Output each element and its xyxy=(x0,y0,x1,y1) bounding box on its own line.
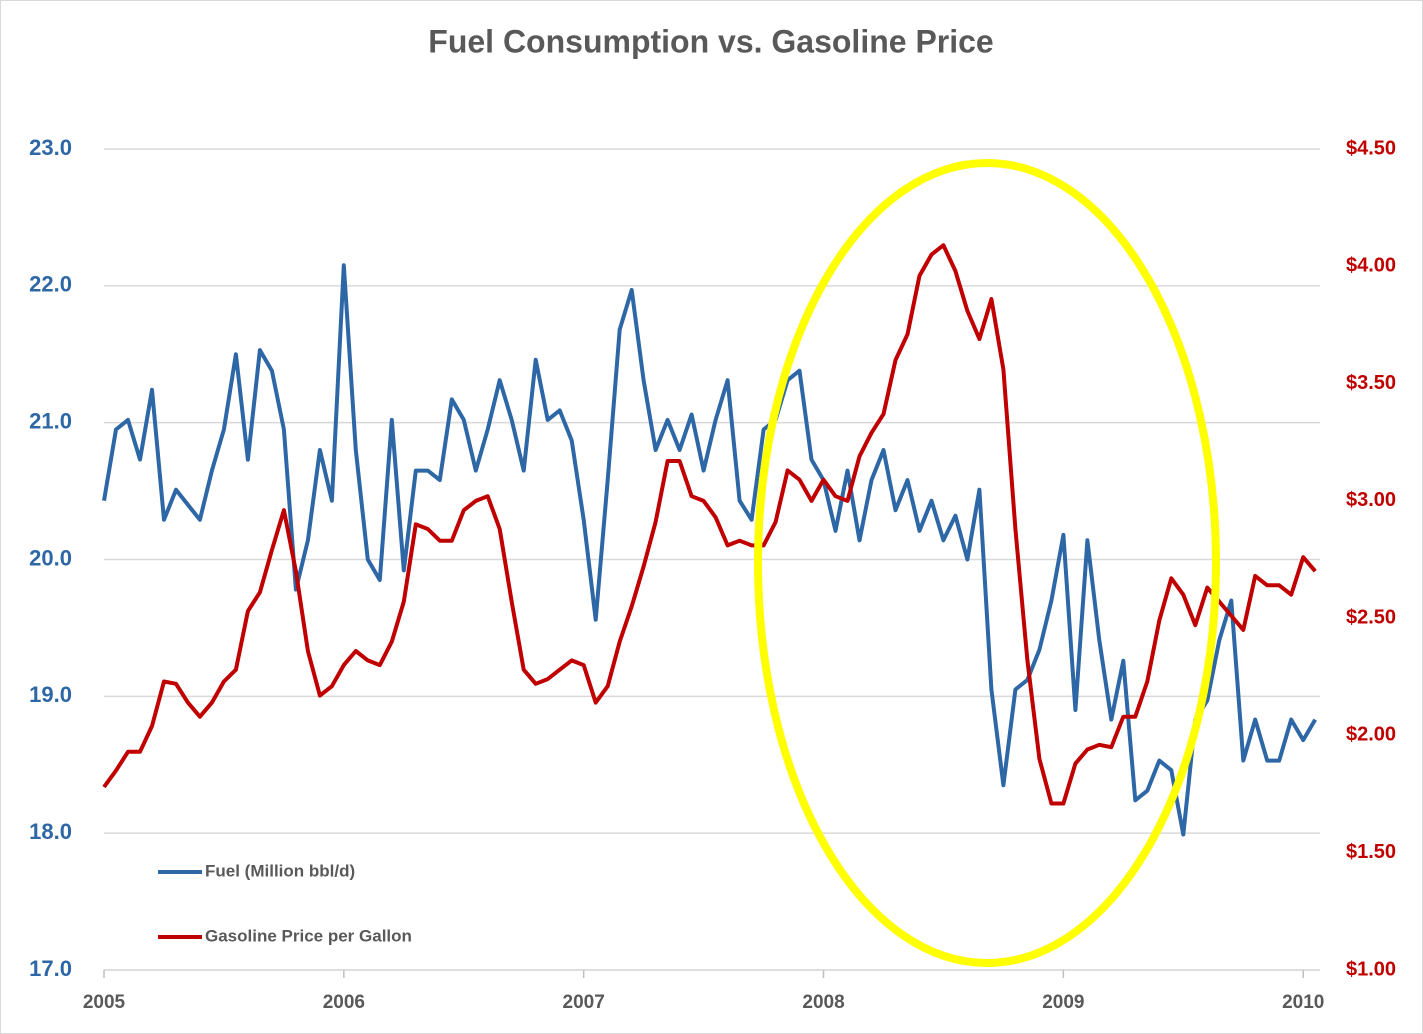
x-tick-label: 2005 xyxy=(83,992,126,1013)
plot xyxy=(102,243,1317,837)
x-tick-label: 2006 xyxy=(323,992,365,1013)
grid xyxy=(103,148,1320,978)
x-tick-label: 2009 xyxy=(1042,992,1084,1013)
y-tick-label: 19.0 xyxy=(29,682,72,707)
y-tick-label: 18.0 xyxy=(29,819,72,844)
legend-label: Fuel (Million bbl/d) xyxy=(205,861,355,880)
y2-tick-label: $1.50 xyxy=(1346,841,1396,863)
y-tick-label: 17.0 xyxy=(29,956,72,981)
legend-label: Gasoline Price per Gallon xyxy=(205,926,412,945)
x-tick-label: 2010 xyxy=(1282,992,1324,1013)
y2-tick-label: $3.50 xyxy=(1346,372,1396,394)
highlight-ellipse xyxy=(754,159,1220,967)
x-tick-label: 2008 xyxy=(802,992,844,1013)
y-tick-label: 23.0 xyxy=(29,135,72,160)
data-line xyxy=(102,243,1317,806)
y2-tick-label: $2.00 xyxy=(1346,724,1396,746)
chart-title: Fuel Consumption vs. Gasoline Price xyxy=(428,23,993,59)
y2-tick-label: $3.00 xyxy=(1346,489,1396,511)
y2-tick-label: $4.00 xyxy=(1346,255,1396,277)
y2-tick-label: $4.50 xyxy=(1346,137,1396,159)
x-tick-label: 2007 xyxy=(563,992,605,1013)
y-tick-label: 22.0 xyxy=(29,272,72,297)
y-tick-label: 21.0 xyxy=(29,408,72,433)
data-line xyxy=(102,263,1317,837)
y2-tick-label: $1.00 xyxy=(1346,958,1396,980)
y-tick-label: 20.0 xyxy=(29,545,72,570)
legend: Fuel (Million bbl/d) Gasoline Price per G… xyxy=(158,861,412,945)
y2-tick-label: $2.50 xyxy=(1346,606,1396,628)
